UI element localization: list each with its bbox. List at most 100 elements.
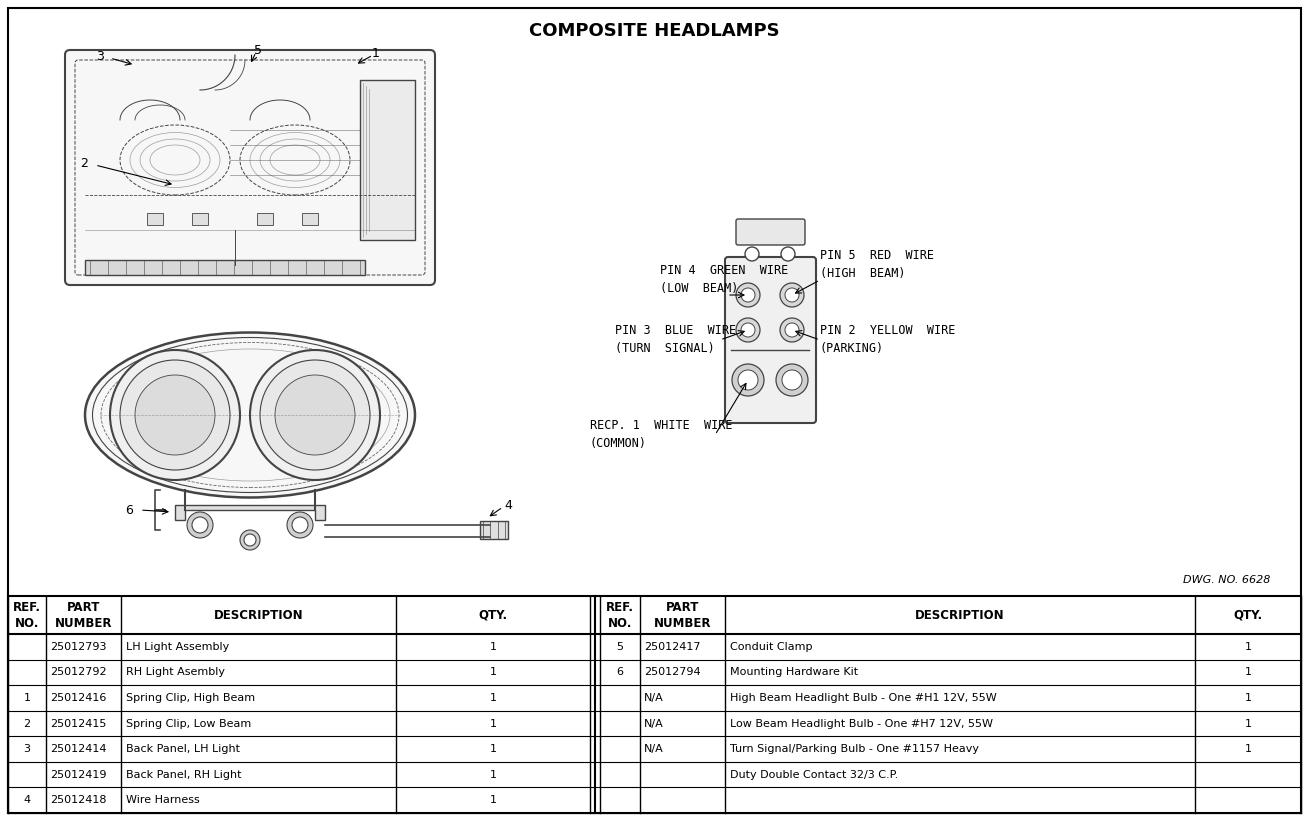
Text: 3: 3 — [96, 49, 103, 62]
Text: Low Beam Headlight Bulb - One #H7 12V, 55W: Low Beam Headlight Bulb - One #H7 12V, 5… — [730, 718, 994, 728]
Text: 1: 1 — [490, 769, 496, 780]
Circle shape — [120, 360, 230, 470]
Text: 1: 1 — [1245, 693, 1251, 703]
Text: Back Panel, RH Light: Back Panel, RH Light — [126, 769, 241, 780]
Text: 6: 6 — [126, 503, 134, 516]
Text: (PARKING): (PARKING) — [819, 342, 884, 355]
Text: DESCRIPTION: DESCRIPTION — [213, 608, 304, 621]
Bar — [360, 80, 415, 240]
Circle shape — [785, 323, 798, 337]
Text: Back Panel, LH Light: Back Panel, LH Light — [126, 744, 240, 754]
Text: RH Light Asembly: RH Light Asembly — [126, 667, 225, 677]
Circle shape — [736, 318, 761, 342]
Text: 1: 1 — [372, 47, 380, 59]
Text: 1: 1 — [1245, 718, 1251, 728]
Text: Turn Signal/Parking Bulb - One #1157 Heavy: Turn Signal/Parking Bulb - One #1157 Hea… — [730, 744, 979, 754]
Text: 5: 5 — [254, 44, 262, 57]
Text: 3: 3 — [24, 744, 30, 754]
Text: 25012794: 25012794 — [644, 667, 700, 677]
Bar — [257, 213, 274, 225]
Text: DESCRIPTION: DESCRIPTION — [915, 608, 1005, 621]
Circle shape — [741, 288, 755, 302]
Text: N/A: N/A — [644, 693, 664, 703]
Text: 4: 4 — [24, 796, 30, 805]
Circle shape — [738, 370, 758, 390]
Circle shape — [240, 530, 260, 550]
Circle shape — [741, 323, 755, 337]
Text: PART
NUMBER: PART NUMBER — [55, 600, 113, 630]
Text: N/A: N/A — [644, 718, 664, 728]
Text: 1: 1 — [1245, 744, 1251, 754]
Bar — [302, 213, 318, 225]
Circle shape — [192, 517, 208, 533]
Text: COMPOSITE HEADLAMPS: COMPOSITE HEADLAMPS — [529, 22, 779, 40]
Text: Duty Double Contact 32/3 C.P.: Duty Double Contact 32/3 C.P. — [730, 769, 898, 780]
Circle shape — [780, 318, 804, 342]
Text: 1: 1 — [490, 693, 496, 703]
Text: 1: 1 — [24, 693, 30, 703]
Circle shape — [287, 512, 313, 538]
Text: RECP. 1  WHITE  WIRE: RECP. 1 WHITE WIRE — [590, 419, 733, 432]
Text: REF.
NO.: REF. NO. — [606, 600, 634, 630]
Text: PIN 4  GREEN  WIRE: PIN 4 GREEN WIRE — [660, 264, 788, 277]
Text: (COMMON): (COMMON) — [590, 437, 647, 450]
Polygon shape — [175, 505, 325, 520]
Bar — [192, 213, 208, 225]
Circle shape — [250, 350, 380, 480]
Circle shape — [781, 247, 795, 261]
Circle shape — [260, 360, 370, 470]
Circle shape — [135, 375, 215, 455]
Text: 25012792: 25012792 — [50, 667, 106, 677]
Text: PART
NUMBER: PART NUMBER — [653, 600, 711, 630]
Circle shape — [736, 283, 761, 307]
Text: (HIGH  BEAM): (HIGH BEAM) — [819, 267, 906, 279]
Text: 1: 1 — [490, 744, 496, 754]
Circle shape — [243, 534, 257, 546]
Text: 1: 1 — [1245, 667, 1251, 677]
Circle shape — [110, 350, 240, 480]
Text: 1: 1 — [1245, 642, 1251, 652]
FancyBboxPatch shape — [65, 50, 435, 285]
Text: 2: 2 — [24, 718, 30, 728]
Text: Mounting Hardware Kit: Mounting Hardware Kit — [730, 667, 859, 677]
Bar — [147, 213, 164, 225]
Text: Wire Harness: Wire Harness — [126, 796, 200, 805]
Circle shape — [732, 364, 764, 396]
Text: QTY.: QTY. — [1233, 608, 1263, 621]
Text: N/A: N/A — [644, 744, 664, 754]
Text: 1: 1 — [490, 718, 496, 728]
Text: High Beam Headlight Bulb - One #H1 12V, 55W: High Beam Headlight Bulb - One #H1 12V, … — [730, 693, 996, 703]
Text: Spring Clip, Low Beam: Spring Clip, Low Beam — [126, 718, 251, 728]
FancyBboxPatch shape — [736, 219, 805, 245]
Bar — [85, 260, 365, 275]
Text: Spring Clip, High Beam: Spring Clip, High Beam — [126, 693, 255, 703]
Text: 25012418: 25012418 — [50, 796, 106, 805]
Circle shape — [292, 517, 308, 533]
Bar — [8, 596, 1301, 813]
Text: 6: 6 — [617, 667, 623, 677]
Circle shape — [776, 364, 808, 396]
Text: 5: 5 — [617, 642, 623, 652]
Circle shape — [780, 283, 804, 307]
Text: PIN 3  BLUE  WIRE: PIN 3 BLUE WIRE — [615, 323, 736, 337]
Text: LH Light Assembly: LH Light Assembly — [126, 642, 229, 652]
Text: 4: 4 — [504, 498, 512, 511]
Text: 1: 1 — [490, 667, 496, 677]
Text: 1: 1 — [490, 796, 496, 805]
Text: 25012417: 25012417 — [644, 642, 700, 652]
Text: 25012793: 25012793 — [50, 642, 106, 652]
Text: 2: 2 — [80, 157, 88, 169]
Text: 25012416: 25012416 — [50, 693, 106, 703]
Circle shape — [275, 375, 355, 455]
Text: (TURN  SIGNAL): (TURN SIGNAL) — [615, 342, 715, 355]
Text: 25012415: 25012415 — [50, 718, 106, 728]
Text: PIN 5  RED  WIRE: PIN 5 RED WIRE — [819, 249, 935, 262]
Circle shape — [785, 288, 798, 302]
Text: QTY.: QTY. — [478, 608, 508, 621]
Circle shape — [781, 370, 802, 390]
Text: (LOW  BEAM): (LOW BEAM) — [660, 282, 738, 295]
Text: 25012414: 25012414 — [50, 744, 106, 754]
Text: PIN 2  YELLOW  WIRE: PIN 2 YELLOW WIRE — [819, 323, 956, 337]
Ellipse shape — [85, 333, 415, 498]
Circle shape — [187, 512, 213, 538]
